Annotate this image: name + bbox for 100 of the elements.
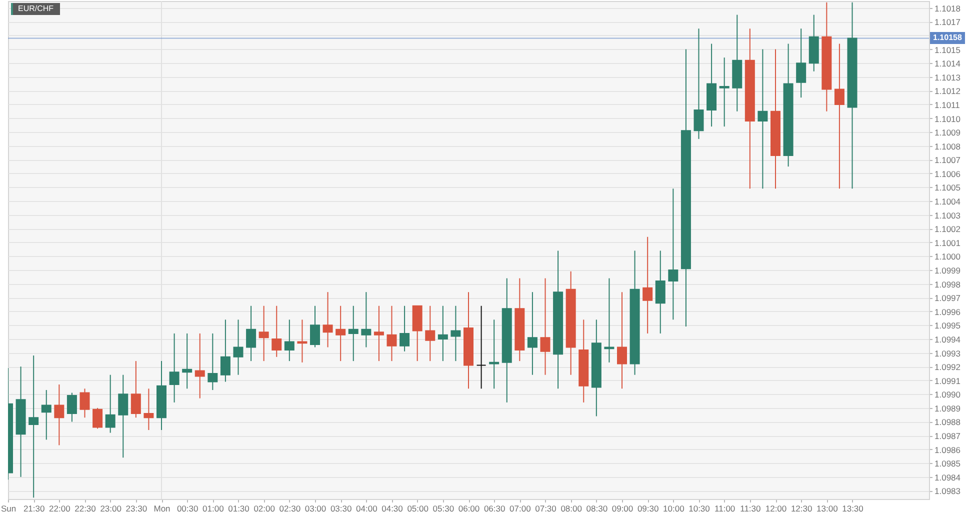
candlestick (284, 319, 294, 362)
candlestick (668, 188, 678, 320)
candlestick (208, 332, 218, 391)
y-tick-label: 1.0991 (934, 376, 961, 386)
candlestick (297, 319, 308, 363)
y-tick-label: 1.0992 (934, 362, 961, 372)
y-tick-label: 1.1005 (934, 182, 961, 193)
candlestick (310, 305, 320, 348)
x-tick-label: 05:30 (432, 504, 454, 514)
x-tick-label: 10:30 (688, 504, 710, 514)
x-tick-label: 11:00 (714, 504, 736, 514)
y-tick-label: 1.0989 (934, 403, 961, 414)
candlestick (834, 43, 844, 190)
y-tick-label: 1.0997 (934, 293, 961, 304)
y-tick-label: 1.1000 (934, 252, 961, 262)
candlestick (450, 305, 461, 362)
candlestick (386, 305, 397, 362)
x-tick-label: 12:00 (765, 504, 787, 514)
candlestick (348, 305, 358, 362)
x-tick-label: 23:30 (126, 504, 148, 514)
y-tick-label: 1.0983 (934, 486, 961, 496)
candlestick (758, 48, 768, 190)
candlestick (476, 305, 486, 390)
candlestick (80, 388, 90, 418)
y-tick-label: 1.1004 (934, 196, 961, 207)
candlestick (41, 390, 52, 440)
candlestick (233, 319, 244, 376)
candlestick (361, 292, 372, 348)
x-tick-label: 00:30 (176, 504, 198, 514)
y-tick-label: 1.1012 (934, 86, 961, 96)
y-tick-label: 1.1006 (934, 168, 961, 179)
y-tick-label: 1.0988 (934, 417, 961, 428)
y-tick-label: 1.0996 (934, 306, 961, 317)
candlestick (438, 305, 448, 362)
x-tick-label: 09:00 (612, 504, 634, 514)
y-tick-label: 1.0986 (934, 444, 961, 455)
x-tick-label: 02:00 (254, 504, 276, 514)
chart-title: EUR/CHF (11, 3, 60, 15)
x-tick-label: 22:30 (74, 504, 96, 514)
y-tick-label: 1.1002 (934, 224, 961, 234)
y-tick-label: 1.1017 (934, 17, 961, 28)
candlestick (374, 305, 384, 362)
y-tick-label: 1.0984 (934, 472, 961, 482)
y-tick-label: 1.0999 (934, 266, 961, 276)
candlestick (92, 407, 103, 430)
y-tick-label: 1.0985 (934, 458, 961, 469)
candlestick (694, 28, 704, 140)
x-tick-label: 23:00 (100, 504, 122, 514)
y-tick-label: 1.0990 (934, 390, 961, 400)
x-tick-label: 12:30 (790, 504, 812, 514)
x-tick-label: 08:00 (560, 504, 582, 514)
y-tick-label: 1.1009 (934, 128, 961, 138)
candlestick (642, 236, 653, 334)
x-tick-label: 04:30 (382, 504, 404, 514)
x-tick-label: 11:30 (740, 504, 762, 514)
candlestick (719, 57, 730, 128)
y-tick-label: 1.1001 (934, 238, 961, 248)
y-tick-label: 1.0995 (934, 320, 961, 331)
x-tick-label: Sun (0, 504, 16, 514)
candlestick (258, 305, 269, 362)
x-tick-label: 05:00 (407, 504, 429, 514)
x-tick-label: 10:00 (663, 504, 685, 514)
candlestick (400, 305, 410, 352)
candlestick (118, 374, 128, 458)
x-tick-label: 13:00 (816, 504, 838, 514)
x-tick-label: 09:30 (637, 504, 659, 514)
x-tick-label: 03:00 (304, 504, 326, 514)
x-tick-label: 01:30 (228, 504, 250, 514)
candlestick (220, 319, 230, 382)
candlestick (540, 278, 550, 376)
candlestick (169, 332, 180, 403)
y-tick-label: 1.1018 (934, 3, 961, 14)
candlestick (105, 374, 116, 434)
candlestick (617, 292, 627, 390)
candlestick (527, 292, 538, 376)
candlestick (272, 305, 282, 358)
candlestick (130, 360, 141, 418)
x-tick-label: 01:00 (202, 504, 224, 514)
y-tick-label: 1.1007 (934, 155, 961, 166)
x-tick-label: 06:00 (458, 504, 480, 514)
x-tick-label: Mon (154, 504, 171, 514)
candlestick (489, 319, 500, 390)
candlestick (246, 305, 256, 362)
candlestick (194, 332, 205, 399)
candlestick (28, 355, 39, 498)
candlestick (425, 305, 436, 362)
y-tick-label: 1.0998 (934, 279, 961, 290)
x-tick-label: 07:00 (510, 504, 532, 514)
candlestick (796, 28, 806, 98)
x-tick-label: 08:30 (586, 504, 608, 514)
candlestick (322, 292, 333, 348)
x-tick-label: 21:30 (23, 504, 45, 514)
x-tick-label: 03:30 (330, 504, 352, 514)
candlestick (655, 250, 666, 334)
y-tick-label: 1.0987 (934, 431, 961, 442)
y-tick-label: 1.1015 (934, 44, 961, 55)
y-tick-label: 1.1003 (934, 210, 961, 220)
y-tick-label: 1.1010 (934, 114, 961, 124)
x-tick-label: 06:30 (484, 504, 506, 514)
x-tick-label: 02:30 (279, 504, 301, 514)
